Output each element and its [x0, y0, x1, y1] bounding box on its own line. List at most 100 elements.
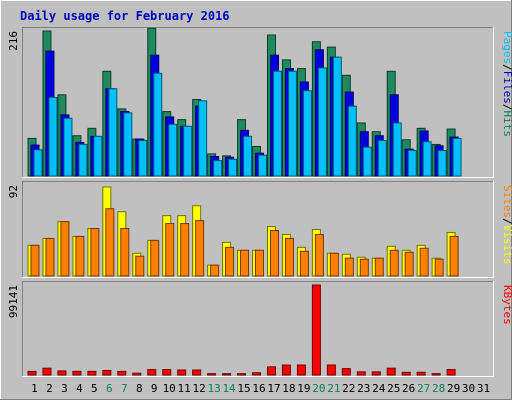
bar-pages-day-16 [258, 154, 268, 177]
bar-sites-day-12 [195, 220, 205, 277]
bar-kbytes-day-5 [87, 370, 97, 376]
legend-item: Pages [501, 31, 512, 64]
bar-pages-day-28 [437, 149, 447, 177]
legend-text: KBytes [501, 285, 512, 325]
bar-kbytes-day-12 [192, 369, 202, 376]
bar-pages-day-14 [228, 158, 238, 177]
bar-sites-day-16 [255, 249, 265, 277]
bar-sites-day-18 [284, 237, 294, 277]
legend-item: Hits [501, 111, 512, 138]
bar-kbytes-day-6 [102, 369, 112, 376]
bar-pages-day-6 [108, 88, 118, 177]
bar-kbytes-day-1 [27, 370, 37, 376]
bar-kbytes-day-26 [401, 371, 411, 376]
bar-kbytes-day-19 [296, 364, 306, 376]
x-tick-label: 6 [106, 382, 113, 395]
bar-kbytes-day-17 [266, 366, 276, 376]
x-tick-label: 22 [342, 382, 355, 395]
legend-text: Sites/Visits [501, 185, 512, 265]
y-max-label: 216 [7, 31, 20, 51]
x-tick-label: 17 [267, 382, 280, 395]
panel-hits-files-pages: 216 Pages/Files/Hits [7, 27, 512, 178]
bar-sites-day-25 [389, 249, 399, 277]
bar-sites-day-5 [90, 228, 100, 277]
x-tick-label: 20 [312, 382, 325, 395]
bar-pages-day-29 [452, 137, 462, 177]
bar-sites-day-27 [419, 247, 429, 277]
bar-pages-day-1 [33, 149, 43, 177]
bar-sites-day-26 [404, 251, 414, 277]
x-tick-label: 27 [417, 382, 430, 395]
x-tick-label: 16 [252, 382, 265, 395]
x-tick-label: 10 [163, 382, 176, 395]
bar-pages-day-17 [272, 70, 282, 177]
y-max-label: 99141 [7, 285, 20, 318]
bar-sites-day-29 [449, 235, 459, 277]
legend-item: Files [501, 71, 512, 104]
bar-pages-day-10 [168, 123, 178, 177]
bar-sites-day-24 [374, 257, 384, 277]
bar-sites-day-11 [180, 223, 190, 277]
bar-sites-day-9 [150, 239, 160, 277]
y-max-label: 92 [7, 185, 20, 198]
panel-background [22, 281, 494, 377]
bar-pages-day-18 [287, 70, 297, 177]
bar-sites-day-28 [434, 258, 444, 277]
bar-kbytes-day-16 [252, 372, 262, 376]
x-tick-label: 23 [357, 382, 370, 395]
chart-panels: 216 Pages/Files/Hits 92 Sites/Visits 99141 KB… [7, 27, 512, 377]
bar-pages-day-23 [362, 146, 372, 177]
bar-kbytes-day-11 [177, 369, 187, 376]
bar-kbytes-day-23 [356, 371, 366, 376]
x-tick-label: 30 [462, 382, 475, 395]
legend-kbytes: KBytes [501, 285, 512, 325]
bar-kbytes-day-29 [446, 369, 456, 376]
x-tick-label: 15 [237, 382, 250, 395]
bar-sites-day-4 [75, 235, 85, 277]
bar-sites-day-3 [60, 221, 70, 277]
bar-kbytes-day-24 [371, 371, 381, 376]
bar-sites-day-19 [299, 250, 309, 277]
bar-pages-day-5 [93, 135, 103, 177]
x-tick-label: 8 [136, 382, 143, 395]
bar-kbytes-day-7 [117, 370, 127, 376]
x-tick-label: 18 [282, 382, 295, 395]
bar-kbytes-day-14 [222, 373, 232, 376]
bar-sites-day-1 [30, 244, 40, 277]
bar-sites-day-6 [105, 208, 115, 277]
x-tick-label: 12 [193, 382, 206, 395]
bar-kbytes-day-21 [326, 364, 336, 376]
x-tick-label: 26 [402, 382, 415, 395]
bar-pages-day-13 [213, 160, 223, 177]
x-tick-label: 2 [46, 382, 53, 395]
bar-pages-day-7 [123, 112, 133, 177]
bar-sites-day-15 [240, 249, 250, 277]
bar-pages-day-2 [48, 96, 58, 177]
bar-sites-day-21 [329, 252, 339, 277]
panel-visits-sites: 92 Sites/Visits [7, 181, 512, 278]
x-tick-label: 3 [61, 382, 68, 395]
bar-sites-day-10 [165, 223, 175, 277]
bar-pages-day-27 [422, 141, 432, 177]
x-tick-label: 5 [91, 382, 98, 395]
bar-kbytes-day-27 [416, 371, 426, 376]
legend-hits-files-pages: Pages/Files/Hits [501, 31, 512, 137]
bar-sites-day-2 [45, 237, 55, 277]
x-tick-label: 28 [432, 382, 445, 395]
bar-pages-day-22 [347, 105, 357, 177]
bar-kbytes-day-8 [132, 372, 142, 376]
legend-item: Visits [501, 225, 512, 265]
bar-pages-day-24 [377, 139, 387, 177]
bar-pages-day-21 [332, 56, 342, 177]
bar-kbytes-day-20 [311, 284, 321, 376]
x-tick-label: 9 [151, 382, 158, 395]
bar-kbytes-day-28 [431, 373, 441, 376]
bar-kbytes-day-13 [207, 373, 217, 376]
x-tick-label: 13 [207, 382, 220, 395]
bar-sites-day-17 [269, 230, 279, 277]
bar-sites-day-20 [314, 233, 324, 277]
bar-pages-day-20 [317, 67, 327, 177]
bar-pages-day-4 [78, 143, 88, 177]
